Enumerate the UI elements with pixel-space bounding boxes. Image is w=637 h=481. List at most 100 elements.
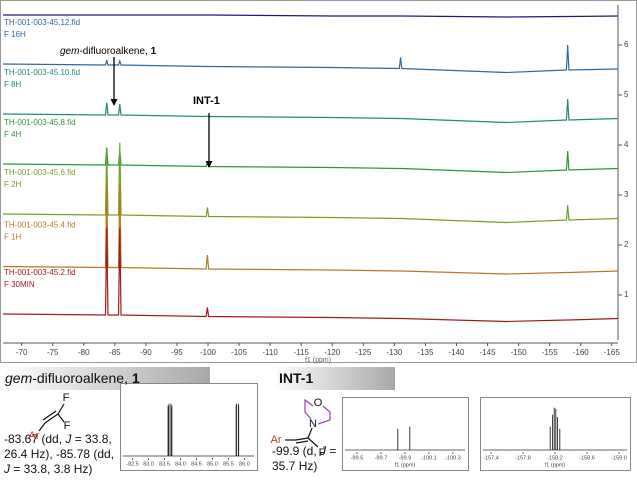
inset-tick-label: 86.0: [239, 461, 250, 467]
y-tick-label: 3: [624, 190, 629, 199]
caption: -99.9 (d, J = 35.7 Hz): [272, 444, 344, 474]
caption: -83.67 (dd, J = 33.8, 26.4 Hz), -85.78 (…: [4, 432, 116, 477]
inset-tick-label: -158.6: [579, 455, 595, 461]
arrow-head: [205, 161, 213, 168]
spectrum: [3, 14, 619, 18]
inset-tick-label: 84.5: [191, 461, 202, 467]
annotation-part: -difluoroalkene,: [79, 46, 150, 57]
inset-tick-label: -159.0: [611, 455, 627, 461]
spectrum-condition: F 1H: [4, 233, 22, 242]
inset-tick-label: 85.5: [223, 461, 234, 467]
y-tick-label: 5: [624, 90, 629, 99]
spectrum-condition: F 30MIN: [4, 280, 35, 289]
x-tick-label: -160: [573, 348, 590, 357]
caption-part: J: [65, 432, 72, 446]
spectrum-condition: F 16H: [4, 30, 26, 39]
annotation-part: INT-1: [193, 95, 220, 107]
atom-label: Ar: [271, 434, 282, 446]
spectrum-label: TH-001-003-45.10.fid: [4, 68, 80, 77]
spectrum-label: TH-001-003-45.8.fid: [4, 118, 76, 127]
y-tick-label: 6: [624, 40, 629, 49]
spectrum-label: TH-001-003-45.12.fid: [4, 18, 80, 27]
y-tick-label: 4: [624, 140, 629, 149]
atom-label: Ar: [29, 430, 40, 442]
annotation-part: -difluoroalkene,: [32, 370, 132, 386]
ring-bonds: [304, 398, 331, 425]
spectrum: [2, 227, 619, 323]
annotation-part: gem: [60, 46, 79, 57]
x-tick-label: -80: [78, 348, 90, 357]
caption-part: J: [320, 444, 327, 458]
x-tick-label: -75: [47, 348, 59, 357]
annotation-part: gem: [5, 370, 33, 386]
annotation-part: INT-1: [279, 370, 313, 386]
inset-frame: [120, 383, 258, 471]
annotation: gem-difluoroalkene, 1: [5, 370, 140, 386]
inset-tick-label: 83.5: [159, 461, 170, 467]
inset-tick-label: 83.0: [143, 461, 154, 467]
y-tick-label: 2: [624, 240, 629, 249]
x-tick-label: -165: [604, 348, 621, 357]
annotation: gem-difluoroalkene, 1: [60, 46, 157, 57]
spectrum: [2, 182, 619, 275]
spectrum: [2, 147, 619, 174]
caption-part: = 35.7 Hz): [272, 444, 337, 473]
inset-tick-label: -158.2: [547, 455, 563, 461]
x-tick-label: -110: [262, 348, 278, 357]
x-tick-label: -120: [324, 348, 341, 357]
inset-tick-label: -99.5: [351, 455, 364, 461]
annotation-part: 1: [132, 370, 140, 386]
structure-bonds: [285, 427, 319, 448]
atom-label: F: [319, 447, 326, 459]
x-tick-label: -135: [417, 348, 434, 357]
spectrum: [2, 98, 619, 124]
spectrum-condition: F 4H: [4, 130, 22, 139]
atom-label: F: [64, 420, 71, 432]
x-tick-label: -70: [16, 348, 28, 357]
spectrum-label: TH-001-003-45.4.fid: [4, 221, 76, 230]
atom-label: F: [63, 392, 70, 404]
structure-bonds: [38, 403, 65, 432]
inset-tick-label: -157.4: [483, 455, 499, 461]
inset-tick-label: -99.7: [375, 455, 388, 461]
inset-tick-label: 85.0: [207, 461, 218, 467]
x-axis-label: f1 (ppm): [305, 357, 331, 364]
spectrum-condition: F 8H: [4, 80, 22, 89]
spectrum-label: TH-001-003-45.6.fid: [4, 168, 76, 177]
x-tick-label: -125: [355, 348, 372, 357]
inset-tick-label: -82.5: [126, 461, 139, 467]
panel-header: [272, 367, 395, 390]
y-tick-label: 1: [624, 290, 629, 299]
atom-label: O: [314, 397, 323, 409]
x-tick-label: -105: [231, 348, 248, 357]
spectrum-label: TH-001-003-45.2.fid: [4, 268, 76, 277]
x-tick-label: -85: [109, 348, 121, 357]
x-tick-label: -95: [171, 348, 183, 357]
annotation-part: 1: [151, 46, 157, 57]
spectrum: [2, 44, 619, 74]
x-tick-label: -130: [386, 348, 403, 357]
caption-part: -83.67 (dd,: [4, 432, 66, 446]
inset-axis-label: f1 (ppm): [545, 462, 566, 468]
atom-label: N: [309, 418, 317, 430]
inset-tick-label: -100.3: [445, 455, 461, 461]
inset-tick-label: -99.9: [399, 455, 412, 461]
x-tick-label: -90: [140, 348, 152, 357]
inset-axis-label: f1 (ppm): [395, 462, 416, 468]
inset-tick-label: -157.8: [515, 455, 531, 461]
spectrum-condition: F 2H: [4, 180, 22, 189]
arrow-head: [110, 99, 118, 106]
inset-tick-label: -100.1: [421, 455, 437, 461]
annotation: INT-1: [279, 370, 313, 386]
caption-part: = 33.8, 26.4 Hz), -85.78 (dd,: [4, 432, 115, 461]
caption-part: J: [4, 462, 10, 476]
inset-tick-label: 84.0: [175, 461, 186, 467]
x-tick-label: -100: [200, 348, 217, 357]
x-tick-label: -145: [480, 348, 497, 357]
x-tick-label: -140: [448, 348, 465, 357]
annotation: INT-1: [193, 95, 220, 107]
caption-part: -99.9 (d,: [272, 444, 321, 458]
caption-part: = 33.8, 3.8 Hz): [10, 462, 93, 476]
